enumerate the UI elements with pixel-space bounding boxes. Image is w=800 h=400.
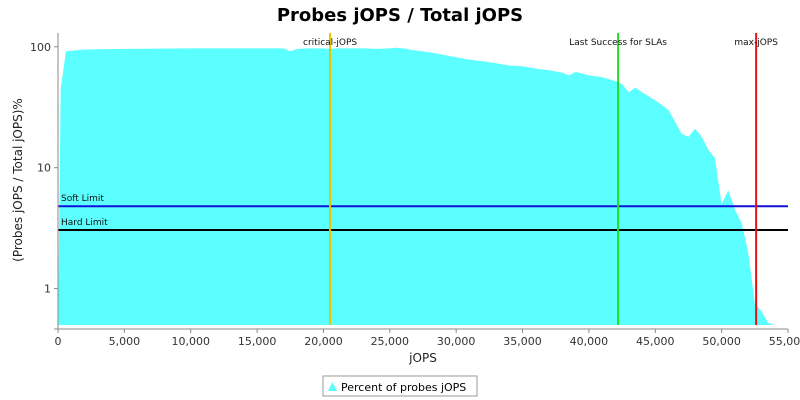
y-tick-label: 1: [44, 283, 51, 296]
x-tick-label: 5,000: [109, 335, 141, 348]
chart-title: Probes jOPS / Total jOPS: [277, 5, 523, 26]
y-axis-label: (Probes jOPS / Total jOPS)%: [11, 98, 25, 262]
x-tick-label: 25,000: [371, 335, 410, 348]
x-tick-label: 0: [55, 335, 62, 348]
series-area: [58, 47, 788, 326]
y-tick-label: 10: [37, 162, 51, 175]
x-tick-label: 30,000: [437, 335, 476, 348]
x-tick-label: 10,000: [171, 335, 210, 348]
marker-label: critical-jOPS: [303, 38, 357, 48]
limit-label: Soft Limit: [61, 194, 104, 204]
x-tick-label: 40,000: [570, 335, 609, 348]
limit-label: Hard Limit: [61, 218, 108, 228]
legend: Percent of probes jOPS: [322, 375, 478, 397]
legend-swatch-icon: [328, 382, 337, 391]
marker-label: Last Success for SLAs: [569, 38, 667, 48]
marker-label: max-jOPS: [734, 38, 778, 48]
x-tick-label: 35,000: [503, 335, 542, 348]
x-tick-label: 45,000: [636, 335, 675, 348]
x-tick-label: 20,000: [304, 335, 343, 348]
y-tick-label: 100: [30, 41, 51, 54]
plot-area: Soft Limit Hard Limit critical-jOPS Last Su…: [30, 33, 800, 348]
x-axis-label: jOPS: [408, 351, 437, 365]
x-tick-label: 55,000: [769, 335, 800, 348]
legend-box: [322, 375, 478, 397]
x-tick-label: 15,000: [238, 335, 277, 348]
x-tick-label: 50,000: [702, 335, 741, 348]
legend-label: Percent of probes jOPS: [341, 381, 466, 394]
